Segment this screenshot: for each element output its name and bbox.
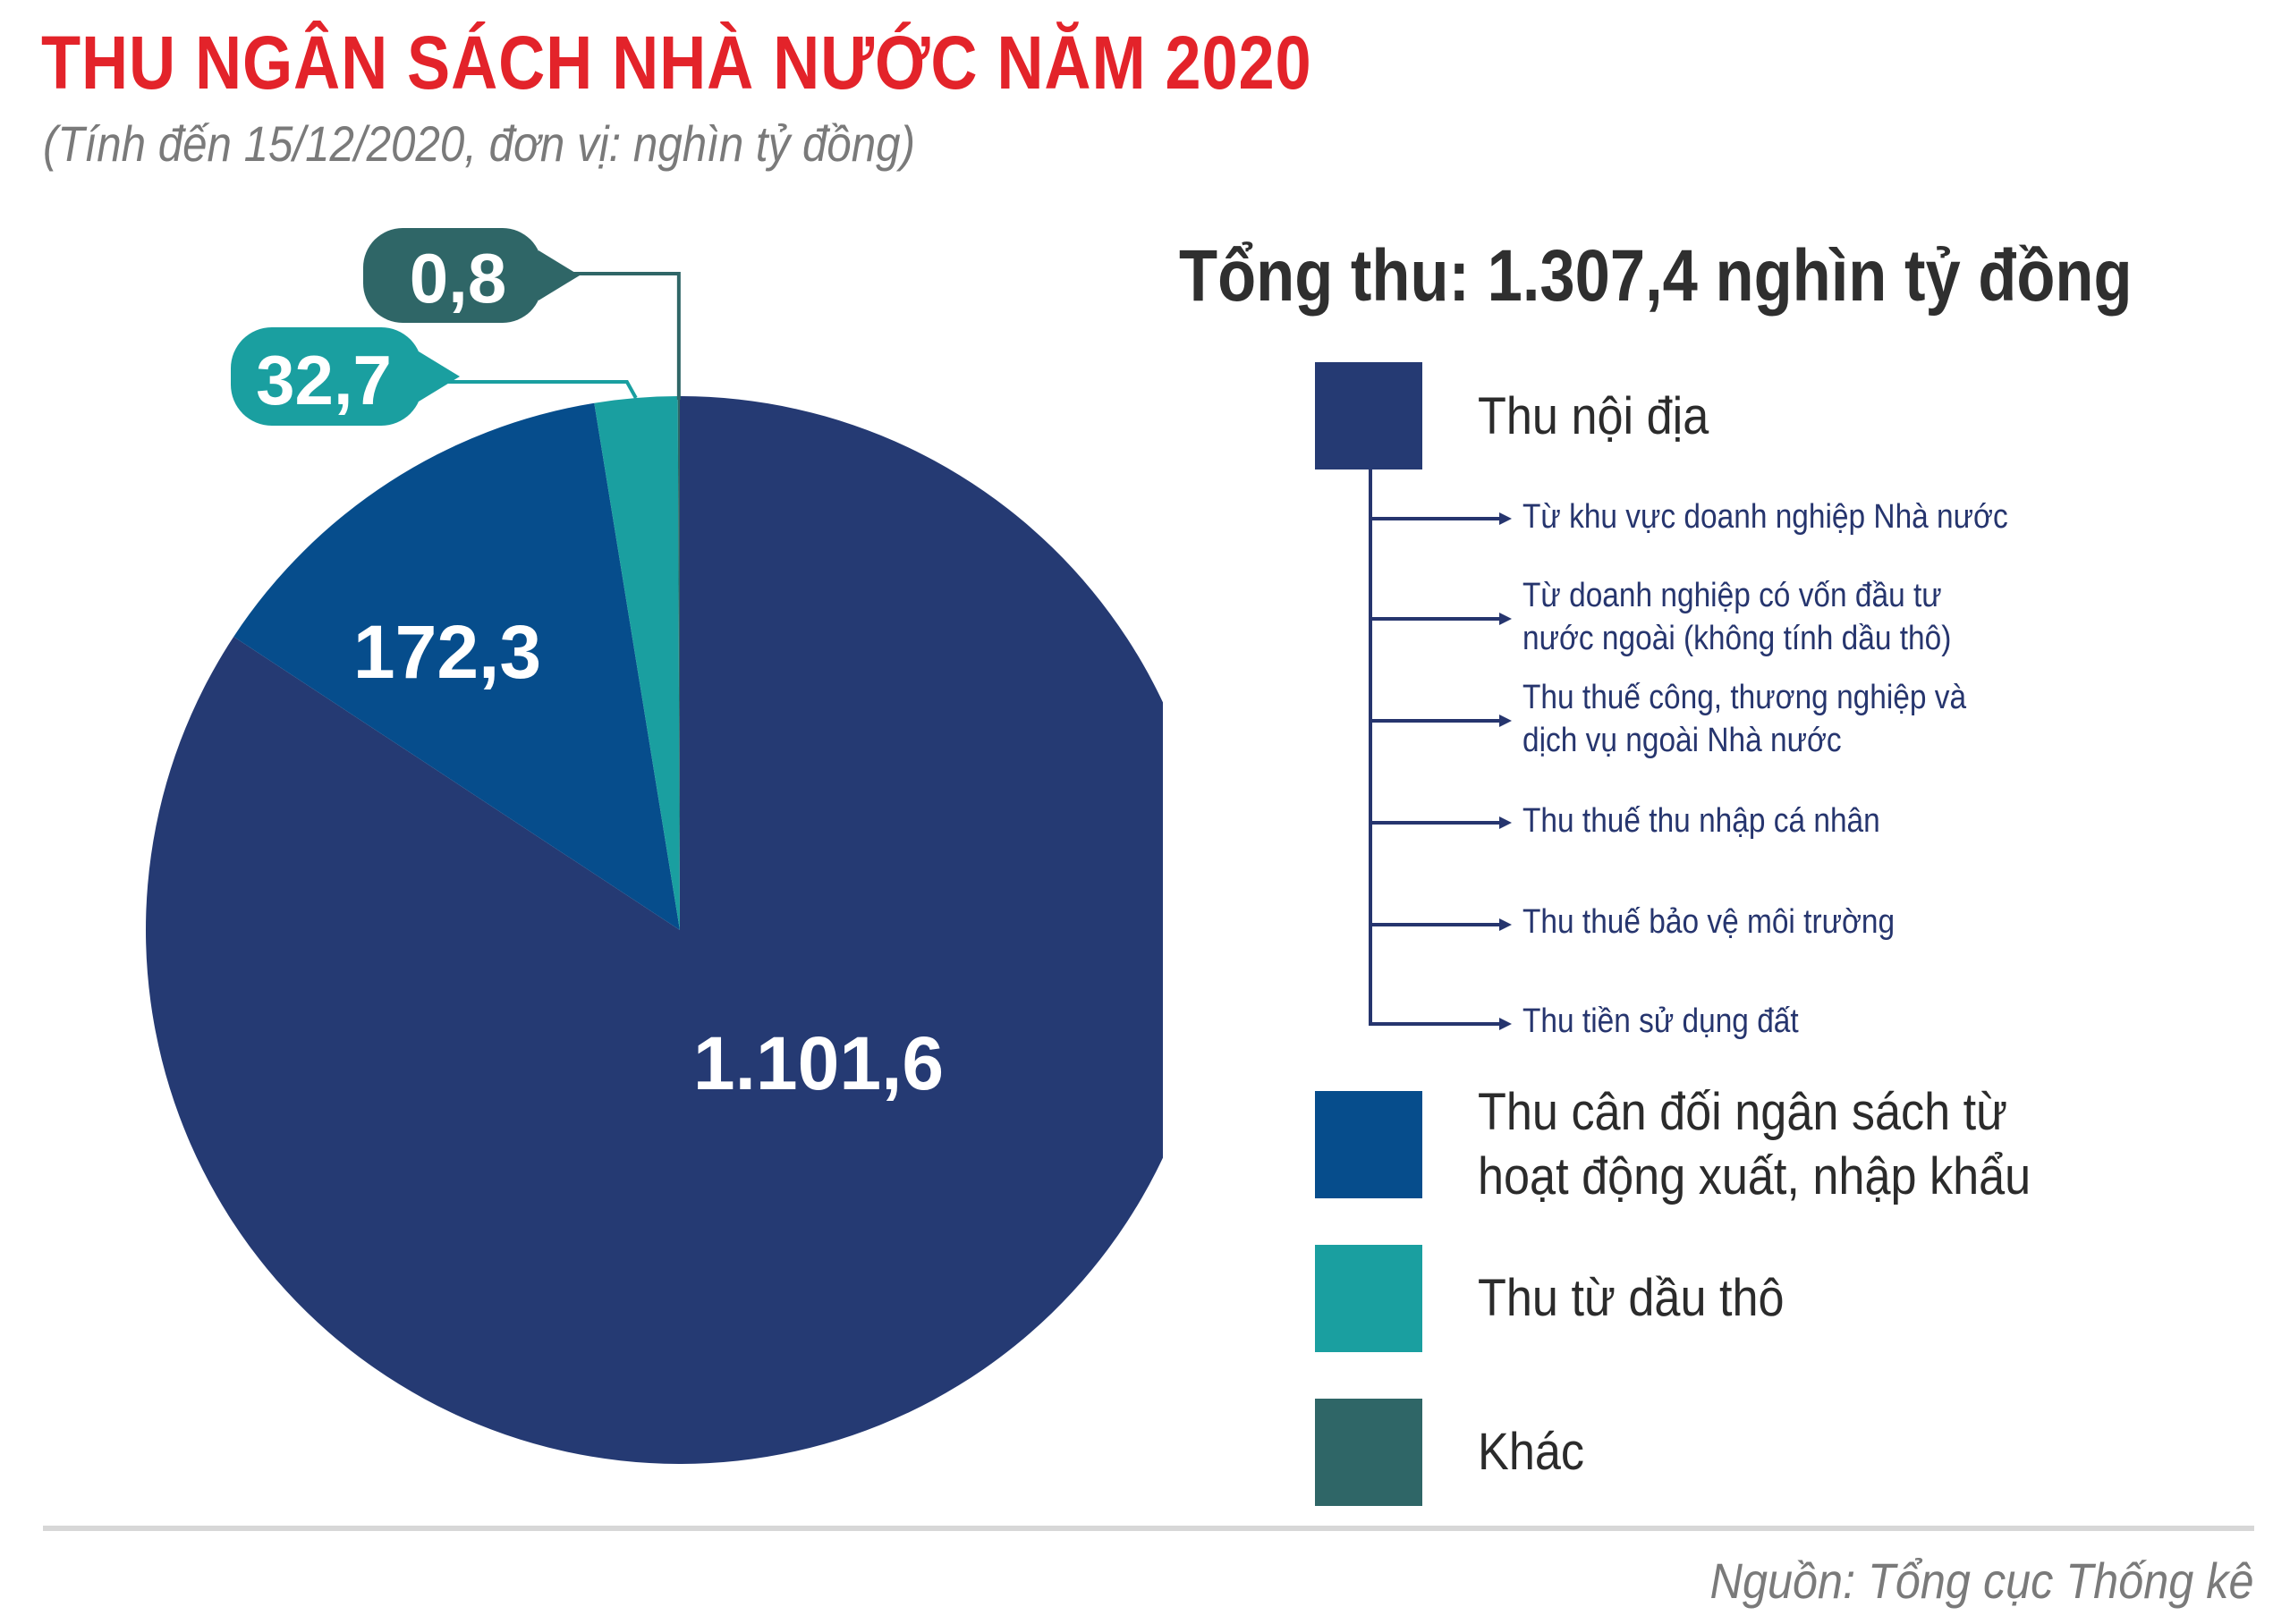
legend-label-import-export: Thu cân đối ngân sách từ hoạt động xuất,… [1478, 1080, 2031, 1209]
pie-slice-crude-oil [594, 396, 680, 931]
pie-slice-domestic [146, 396, 1163, 1464]
legend-label-import-export-line2: hoạt động xuất, nhập khẩu [1478, 1147, 2031, 1205]
connector-arrow-1 [1370, 512, 1512, 525]
sub-item-4-line1: Thu thuế thu nhập cá nhân [1522, 802, 1880, 840]
sub-item-3-line1: Thu thuế công, thương nghiệp và [1522, 679, 1967, 716]
sub-item-land-use-fee: Thu tiền sử dụng đất [1522, 1000, 1799, 1043]
chart-title: THU NGÂN SÁCH NHÀ NƯỚC NĂM 2020 [41, 21, 1312, 105]
connector-arrow-3 [1370, 715, 1512, 727]
legend-label-import-export-line1: Thu cân đối ngân sách từ [1478, 1083, 2008, 1141]
legend-label-crude-oil-line1: Thu từ dầu thô [1478, 1269, 1785, 1327]
total-revenue-label: Tổng thu: 1.307,4 nghìn tỷ đồng [1179, 235, 2133, 317]
pie-chart: 1.101,6 172,3 32,70,8 [146, 228, 1163, 1464]
callout-bubble-crude-oil [231, 327, 460, 426]
legend-swatch-import-export [1315, 1091, 1422, 1198]
sub-item-5-line1: Thu thuế bảo vệ môi trường [1522, 903, 1896, 941]
data-label-import-export: 172,3 [353, 610, 541, 694]
pie-slice-import-export [233, 402, 680, 931]
chart-subtitle: (Tính đến 15/12/2020, đơn vị: nghìn tỷ đ… [43, 115, 915, 172]
legend-label-domestic: Thu nội địa [1478, 385, 1709, 449]
legend-label-other: Khác [1478, 1420, 1584, 1484]
sub-item-personal-income-tax: Thu thuế thu nhập cá nhân [1522, 799, 1880, 842]
legend-swatch-other [1315, 1399, 1422, 1506]
footer-divider [43, 1526, 2254, 1531]
sub-item-2-line2: nước ngoài (không tính dầu thô) [1522, 620, 1952, 657]
connector-arrow-5 [1370, 918, 1512, 931]
sub-item-6-line1: Thu tiền sử dụng đất [1522, 1002, 1799, 1040]
data-label-domestic: 1.101,6 [693, 1021, 944, 1105]
connector-arrow-4 [1370, 816, 1512, 829]
legend-swatch-crude-oil [1315, 1245, 1422, 1352]
data-label-crude-oil: 32,7 [256, 341, 392, 419]
sub-item-1-line1: Từ khu vực doanh nghiệp Nhà nước [1522, 498, 2008, 536]
sub-items-connector [1369, 469, 1512, 1030]
data-label-other: 0,8 [410, 239, 506, 317]
sub-item-non-state-tax: Thu thuế công, thương nghiệp và dịch vụ … [1522, 676, 1966, 762]
leader-line-other [541, 272, 681, 401]
pie-slice-other [677, 396, 680, 930]
source-note: Nguồn: Tổng cục Thống kê [1710, 1552, 2254, 1609]
sub-item-environment-tax: Thu thuế bảo vệ môi trường [1522, 901, 1895, 943]
connector-arrow-2 [1370, 613, 1512, 625]
legend-label-other-line1: Khác [1478, 1423, 1584, 1481]
sub-item-3-line2: dịch vụ ngoài Nhà nước [1522, 722, 1842, 759]
sub-item-foreign-enterprises: Từ doanh nghiệp có vốn đầu tư nước ngoài… [1522, 574, 1951, 660]
sub-item-state-enterprises: Từ khu vực doanh nghiệp Nhà nước [1522, 495, 2008, 538]
sub-item-2-line1: Từ doanh nghiệp có vốn đầu tư [1522, 577, 1942, 614]
legend-label-crude-oil: Thu từ dầu thô [1478, 1266, 1785, 1331]
callout-bubble-other [363, 228, 580, 323]
legend-swatch-domestic [1315, 362, 1422, 469]
leader-line-crude-oil [420, 380, 638, 399]
connector-arrow-6 [1370, 1018, 1512, 1030]
legend-label-domestic-line1: Thu nội địa [1478, 387, 1709, 445]
